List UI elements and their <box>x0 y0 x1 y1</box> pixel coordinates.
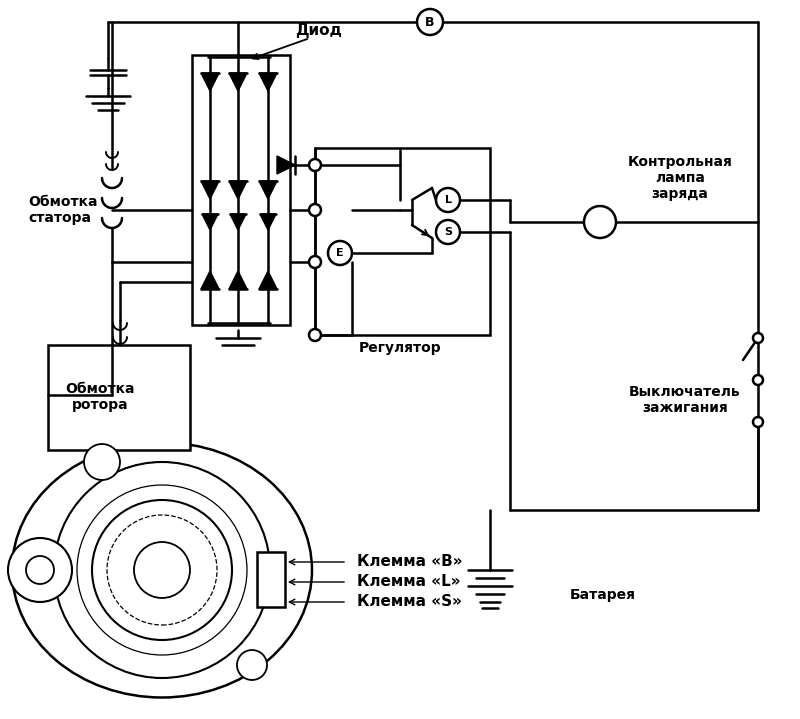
Ellipse shape <box>12 442 312 697</box>
Circle shape <box>92 500 232 640</box>
Circle shape <box>328 241 352 265</box>
Bar <box>315 148 490 335</box>
Circle shape <box>84 444 120 480</box>
Circle shape <box>436 188 460 212</box>
Polygon shape <box>230 214 246 230</box>
Text: Диод: Диод <box>295 22 342 37</box>
Polygon shape <box>259 271 277 289</box>
Text: Обмотка
статора: Обмотка статора <box>28 195 98 225</box>
Polygon shape <box>229 271 247 289</box>
Circle shape <box>753 333 763 343</box>
Circle shape <box>309 204 321 216</box>
Circle shape <box>54 462 270 678</box>
Circle shape <box>436 220 460 244</box>
Circle shape <box>309 329 321 341</box>
Text: Обмотка
ротора: Обмотка ротора <box>66 382 134 412</box>
Text: Клемма «L»: Клемма «L» <box>357 574 461 590</box>
Circle shape <box>309 256 321 268</box>
Polygon shape <box>229 181 247 199</box>
Polygon shape <box>260 214 276 230</box>
Polygon shape <box>229 73 247 91</box>
Circle shape <box>309 159 321 171</box>
Circle shape <box>417 9 443 35</box>
Text: Клемма «S»: Клемма «S» <box>357 595 462 610</box>
Circle shape <box>753 417 763 427</box>
Bar <box>192 55 290 325</box>
Text: B: B <box>426 16 434 29</box>
Polygon shape <box>277 156 295 174</box>
Text: S: S <box>444 227 452 237</box>
Bar <box>48 345 190 450</box>
Polygon shape <box>201 271 219 289</box>
Text: L: L <box>445 195 451 205</box>
Text: Контрольная
лампа
заряда: Контрольная лампа заряда <box>627 155 733 201</box>
Circle shape <box>753 375 763 385</box>
Polygon shape <box>201 73 219 91</box>
Polygon shape <box>202 214 218 230</box>
Circle shape <box>584 206 616 238</box>
Polygon shape <box>259 73 277 91</box>
Text: Выключатель
зажигания: Выключатель зажигания <box>629 385 741 415</box>
Text: Батарея: Батарея <box>570 588 636 602</box>
Polygon shape <box>259 181 277 199</box>
Circle shape <box>26 556 54 584</box>
Circle shape <box>237 650 267 680</box>
Text: E: E <box>336 248 344 258</box>
Circle shape <box>134 542 190 598</box>
Circle shape <box>8 538 72 602</box>
Polygon shape <box>201 181 219 199</box>
Bar <box>257 552 285 607</box>
Text: Регулятор: Регулятор <box>358 341 442 355</box>
Text: Клемма «B»: Клемма «B» <box>357 554 462 569</box>
